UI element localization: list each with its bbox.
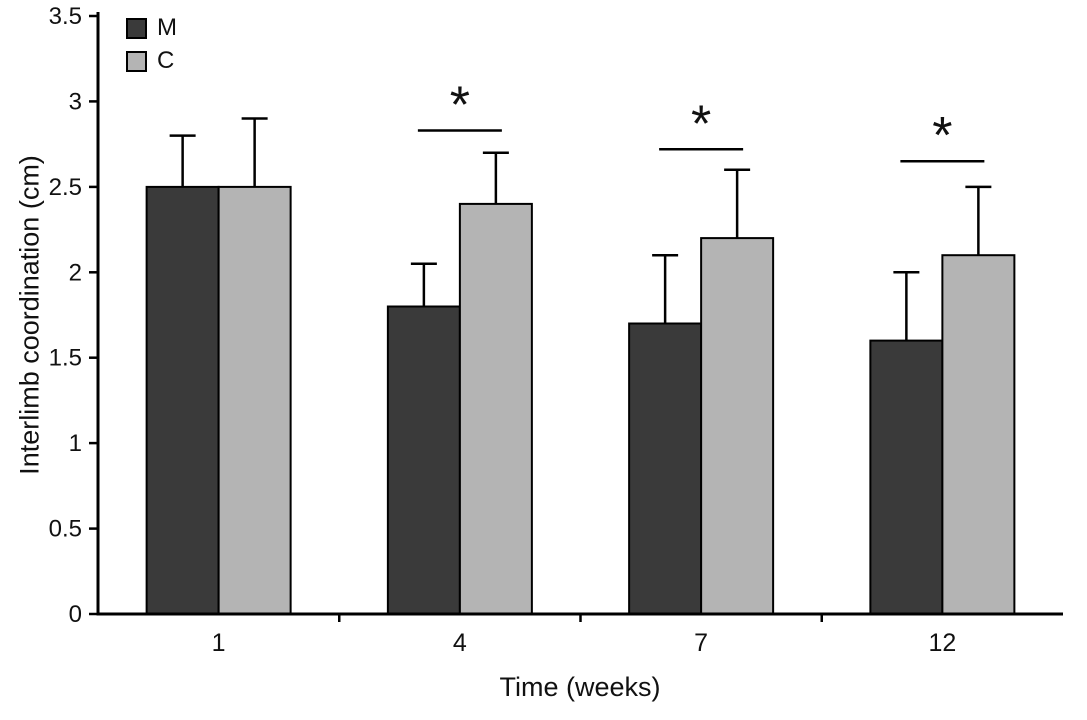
svg-text:1.5: 1.5 [49, 345, 82, 372]
svg-text:3: 3 [69, 88, 82, 115]
svg-text:4: 4 [453, 629, 467, 657]
svg-text:*: * [932, 107, 952, 165]
svg-text:2.5: 2.5 [49, 174, 82, 201]
svg-text:7: 7 [694, 629, 708, 657]
svg-text:*: * [450, 77, 470, 135]
svg-text:*: * [691, 95, 711, 153]
svg-text:12: 12 [928, 629, 956, 657]
legend-item-c: C [126, 49, 177, 73]
legend-swatch-m-icon [126, 17, 147, 39]
legend-item-m: M [126, 16, 177, 40]
svg-text:0.5: 0.5 [49, 516, 82, 543]
legend-label-c: C [157, 47, 175, 74]
legend-label-m: M [157, 14, 177, 41]
x-axis-title: Time (weeks) [499, 672, 661, 702]
svg-text:2: 2 [69, 259, 82, 286]
svg-text:0: 0 [69, 601, 82, 628]
svg-text:3.5: 3.5 [49, 3, 82, 30]
legend-swatch-c-icon [126, 50, 147, 72]
svg-text:1: 1 [69, 430, 82, 457]
svg-text:1: 1 [212, 629, 226, 657]
legend: M C [126, 16, 177, 73]
